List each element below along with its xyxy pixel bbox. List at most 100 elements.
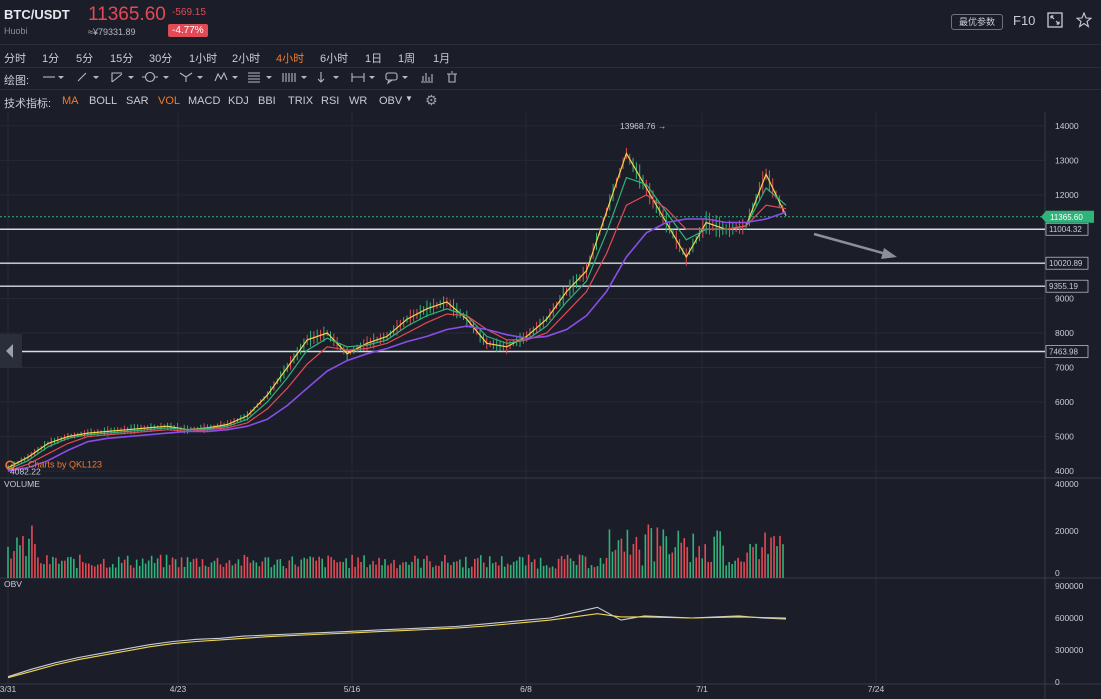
- obv-tick-label: 300000: [1055, 645, 1084, 655]
- period-11[interactable]: 1月: [433, 53, 451, 65]
- obv-tick-label: 600000: [1055, 613, 1084, 623]
- indicator-rsi[interactable]: RSI: [321, 95, 340, 107]
- arrow-tool-icon[interactable]: [317, 72, 339, 83]
- divider: [0, 44, 1101, 45]
- y-tick-label: 7000: [1055, 363, 1074, 373]
- x-tick-label: 7/1: [696, 684, 708, 694]
- indicator-kdj[interactable]: KDJ: [228, 95, 249, 107]
- y-tick-label: 14000: [1055, 121, 1079, 131]
- line-tool-icon[interactable]: [43, 76, 64, 79]
- circle-tool-icon[interactable]: [142, 71, 169, 83]
- indicator-bbi[interactable]: BBI: [258, 95, 276, 107]
- f10-button[interactable]: F10: [1013, 13, 1036, 28]
- chevron-left-icon: [6, 344, 13, 358]
- obv-line-1: [7, 613, 787, 679]
- indicator-vol[interactable]: VOL: [158, 95, 181, 107]
- y-tick-label: 13000: [1055, 155, 1079, 165]
- y-tick-label: 4000: [1055, 466, 1074, 476]
- period-4[interactable]: 30分: [149, 53, 173, 65]
- comment-tool-icon[interactable]: [385, 72, 408, 85]
- measure-tool-icon[interactable]: [351, 73, 375, 82]
- period-6[interactable]: 2小时: [232, 53, 261, 65]
- watermark: Charts by QKL123: [28, 459, 102, 469]
- ray-tool-icon[interactable]: [111, 72, 134, 83]
- volume-tick-label: 40000: [1055, 479, 1079, 489]
- y-tick-label: 8000: [1055, 328, 1074, 338]
- pen-tool-icon[interactable]: [77, 72, 99, 82]
- divider: [0, 89, 1101, 90]
- period-bar: 分时 1分 5分 15分 30分 1小时 2小时 4小时 6小时 1日 1周 1月: [0, 45, 1101, 67]
- period-8[interactable]: 6小时: [320, 53, 349, 65]
- price-level-box: [1045, 345, 1089, 358]
- fullscreen-icon[interactable]: [1047, 12, 1063, 28]
- fork-tool-icon[interactable]: [179, 72, 203, 82]
- y-tick-label: 5000: [1055, 432, 1074, 442]
- indicator-bar: 技术指标: MA BOLL SAR VOL MACD KDJ BBI TRIX RSI WR OBV…: [0, 90, 1101, 112]
- indicator-wr[interactable]: WR: [349, 95, 368, 107]
- last-price: 11365.60: [88, 4, 166, 25]
- current-price-label: 11365.60: [1050, 213, 1083, 222]
- price-level-label: 9355.19: [1049, 282, 1078, 291]
- price-change: -569.15: [172, 7, 206, 18]
- price-level-box: [1045, 279, 1089, 293]
- ma-line-3: [7, 211, 787, 472]
- ma-line-0: [7, 151, 787, 469]
- obv-tick-label: 0: [1055, 677, 1060, 687]
- indicator-trix[interactable]: TRIX: [288, 95, 314, 107]
- price-level-box: [1045, 222, 1089, 236]
- volume-tick-label: 20000: [1055, 526, 1079, 536]
- price-level-label: 7463.98: [1049, 347, 1078, 356]
- trend-arrow: [813, 232, 891, 257]
- settings-gear-icon[interactable]: ⚙: [425, 92, 438, 108]
- obv-dropdown-icon[interactable]: ▼: [405, 94, 413, 103]
- exchange-name: Huobi: [4, 26, 28, 36]
- bar-chart-tool-icon[interactable]: [421, 73, 433, 83]
- period-1[interactable]: 1分: [42, 53, 60, 65]
- period-5[interactable]: 1小时: [189, 53, 218, 65]
- obv-line-0: [7, 606, 787, 678]
- trash-icon[interactable]: [447, 71, 457, 83]
- ma-line-2: [7, 194, 787, 472]
- pair-name[interactable]: BTC/USDT: [4, 7, 70, 22]
- y-tick-label: 9000: [1055, 293, 1074, 303]
- pattern-tool-icon[interactable]: [214, 71, 238, 82]
- price-level-label: 10020.89: [1049, 259, 1083, 268]
- divider: [0, 67, 1101, 68]
- volume-tick-label: 0: [1055, 568, 1060, 578]
- indicator-obv[interactable]: OBV: [379, 95, 403, 107]
- period-2[interactable]: 5分: [76, 53, 94, 65]
- header: BTC/USDT Huobi 11365.60 ≈¥79331.89 -569.…: [0, 0, 1101, 44]
- price-chart[interactable]: 4000500060007000800090001000011000120001…: [0, 112, 1101, 699]
- y-tick-label: 6000: [1055, 397, 1074, 407]
- gann-tool-icon[interactable]: [282, 73, 307, 82]
- period-0[interactable]: 分时: [4, 53, 26, 65]
- period-9[interactable]: 1日: [365, 53, 383, 65]
- indicator-ma[interactable]: MA: [62, 95, 79, 107]
- indicator-label: 技术指标:: [4, 98, 52, 110]
- drawing-label: 绘图:: [4, 75, 30, 87]
- trend-arrow-head: [881, 248, 897, 259]
- y-tick-label: 12000: [1055, 190, 1079, 200]
- period-3[interactable]: 15分: [110, 53, 134, 65]
- fibonacci-tool-icon[interactable]: [248, 72, 272, 83]
- price-level-label: 11004.32: [1049, 225, 1082, 234]
- low-annotation: 4082.22: [10, 466, 41, 476]
- drawing-toolbar: 绘图:: [0, 67, 1101, 89]
- star-icon[interactable]: [1076, 12, 1092, 28]
- indicator-macd[interactable]: MACD: [188, 95, 221, 107]
- logo-icon: [5, 460, 15, 471]
- optimal-params-button[interactable]: 最优参数: [951, 14, 1003, 30]
- x-tick-label: 3/31: [0, 684, 17, 694]
- x-tick-label: 7/24: [868, 684, 885, 694]
- x-tick-label: 4/23: [170, 684, 187, 694]
- volume-bars: [7, 524, 784, 578]
- volume-label: VOLUME: [4, 479, 40, 489]
- grid: [0, 112, 1045, 684]
- x-tick-label: 6/8: [520, 684, 532, 694]
- period-10[interactable]: 1周: [398, 53, 416, 65]
- period-7[interactable]: 4小时: [276, 53, 305, 65]
- indicator-boll[interactable]: BOLL: [89, 95, 118, 107]
- obv-tick-label: 900000: [1055, 581, 1084, 591]
- obv-label: OBV: [4, 579, 22, 589]
- indicator-sar[interactable]: SAR: [126, 95, 149, 107]
